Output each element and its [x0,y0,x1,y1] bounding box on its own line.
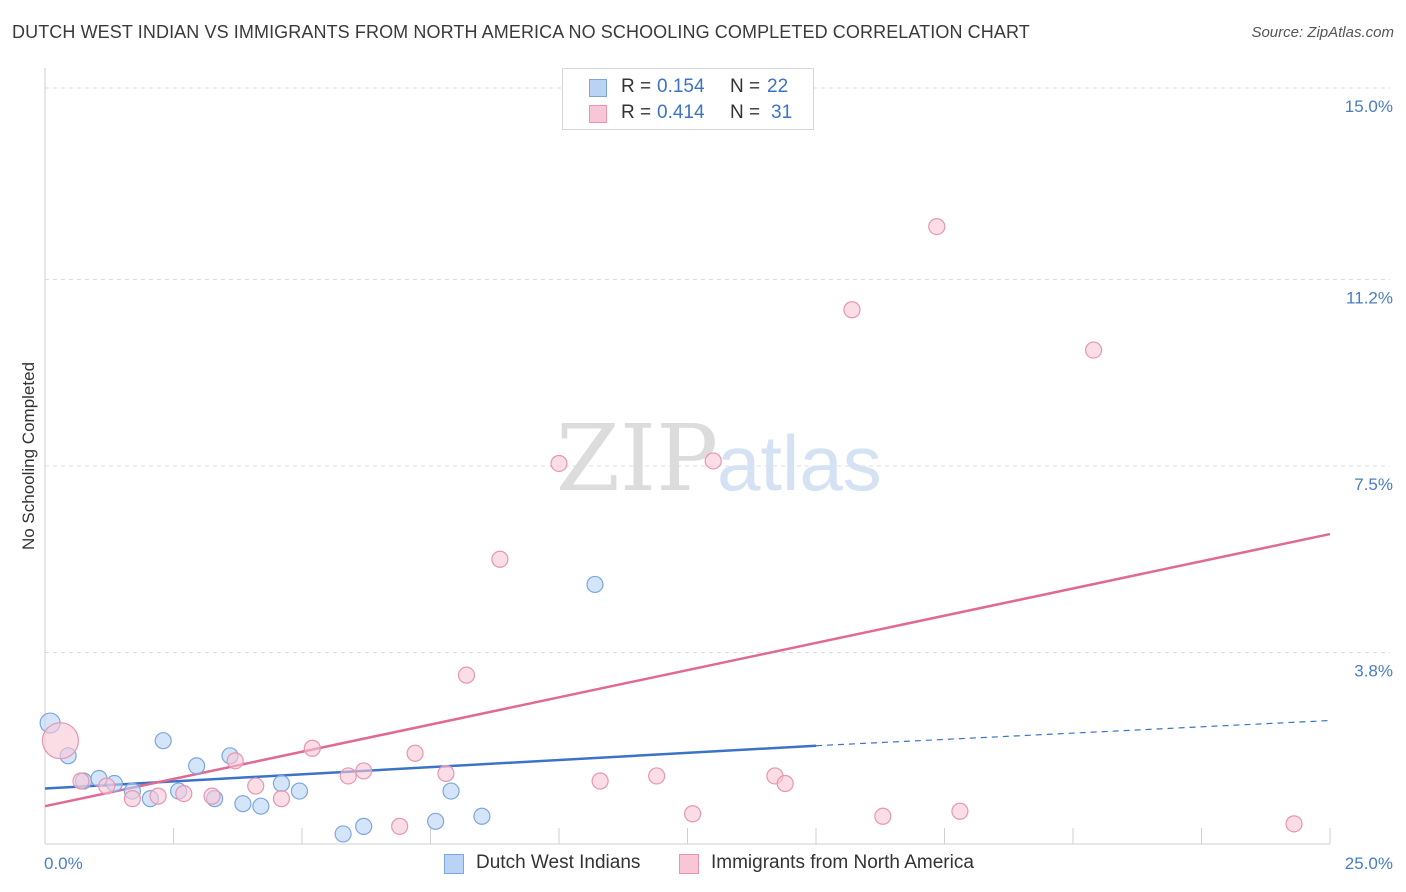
immigrants-north-america-point [874,807,892,825]
dutch-west-indians-point [290,782,309,800]
y-tick-label: 11.2% [1346,289,1393,308]
immigrants-north-america-point [123,790,141,808]
legend-n-label: N = [730,102,761,123]
immigrants-north-america-point [303,739,321,757]
series-swatch-blue [444,854,464,874]
dutch-west-indians-point [586,575,604,594]
y-tick-label: 3.8% [1354,661,1393,680]
dutch-west-indians-point [188,757,206,775]
series-swatch-pink [679,854,699,874]
immigrants-north-america-point [951,802,969,820]
watermark: ZIP atlas [556,405,882,512]
immigrants-north-america-point [550,454,568,473]
x-tick-label: 0.0% [44,854,83,873]
legend-r-value: 0.414 [657,102,705,123]
immigrants-north-america-point [406,744,424,762]
dutch-west-indians-point [355,817,373,835]
series-label: Dutch West Indians [476,852,641,873]
immigrants-north-america-point [684,805,702,823]
legend-swatch-blue [589,79,607,97]
y-tick-label: 7.5% [1354,475,1393,494]
y-axis-label: No Schooling Completed [19,362,38,550]
dutch-west-indians-trend-line [44,744,817,790]
immigrants-north-america-point [437,764,455,783]
dutch-west-indians-point [272,774,291,793]
y-tick-label: 15.0% [1345,97,1393,116]
x-tick-label: 25.0% [1345,854,1393,873]
chart-title: DUTCH WEST INDIAN VS IMMIGRANTS FROM NOR… [12,22,1030,42]
watermark-zip: ZIP [556,405,718,512]
series-label: Immigrants from North America [711,852,974,873]
immigrants-north-america-point [648,767,666,785]
legend-n-label: N = [730,76,761,97]
grid-lines [45,87,1390,653]
immigrants-north-america-point [175,784,193,803]
dutch-west-indians-point [473,807,491,825]
immigrants-north-america-point [704,452,722,470]
immigrants-north-america-point [247,777,265,795]
immigrants-north-america-point [149,787,167,805]
trend-lines [44,532,1331,808]
legend-n-value: 31 [771,102,793,123]
immigrants-north-america-point [355,762,373,780]
source-credit: Source: ZipAtlas.com [1251,24,1394,41]
dutch-west-indians-point [334,825,352,843]
dutch-west-indians-point [252,797,270,815]
legend-n-value: 22 [767,76,789,97]
correlation-legend: R = 0.154 N = 22 R = 0.414 N = 31 [562,68,814,130]
immigrants-north-america-point [591,772,609,790]
immigrants-north-america-point [491,550,509,568]
data-points [39,218,1303,843]
immigrants-north-america-point [226,752,244,770]
immigrants-north-america-point [843,301,861,319]
legend-swatch-pink [589,105,607,123]
dutch-west-indians-point [427,812,445,830]
immigrants-north-america-point [1285,815,1303,833]
immigrants-north-america-point [98,777,116,795]
immigrants-north-america-point [928,218,946,236]
y-tick-labels: 3.8% 7.5% 11.2% 15.0% [1345,97,1393,680]
immigrants-north-america-point [776,774,794,793]
dutch-west-indians-point [234,795,252,813]
immigrants-north-america-point [1084,341,1103,359]
immigrants-north-america-point [457,666,476,684]
immigrants-north-america-point [391,817,409,835]
x-tick-labels: 0.0% 25.0% [44,854,1393,873]
legend-r-label: R = [621,76,652,97]
dutch-west-indians-trend-extension [815,719,1331,747]
dutch-west-indians-point [154,732,172,750]
immigrants-north-america-point [72,772,90,790]
immigrants-north-america-trend-line [44,532,1331,808]
legend-r-label: R = [621,102,652,123]
dutch-west-indians-point [442,782,460,800]
immigrants-north-america-point [339,767,357,785]
immigrants-north-america-point [272,790,291,808]
immigrants-north-america-point [41,722,80,760]
watermark-atlas: atlas [717,419,882,507]
legend-r-value: 0.154 [657,76,705,97]
immigrants-north-america-point [203,787,221,805]
